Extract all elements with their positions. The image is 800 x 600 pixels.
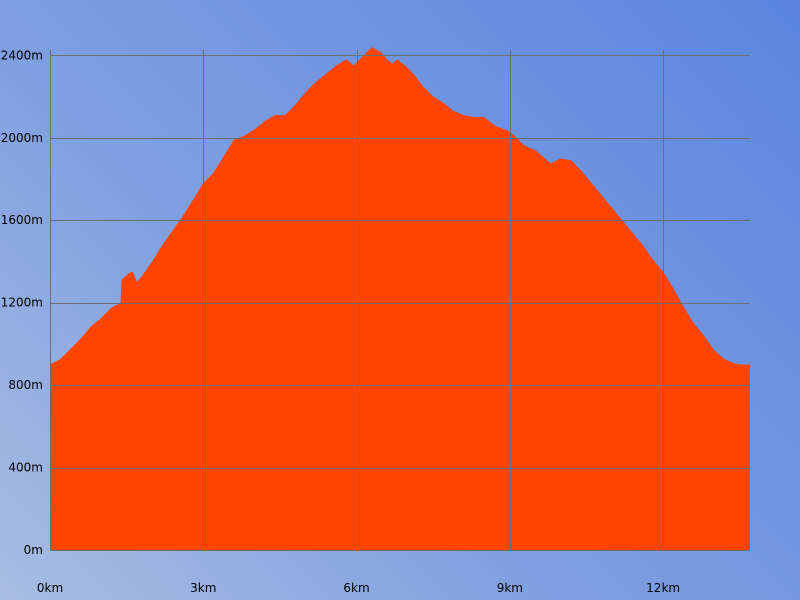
y-tick-label: 1200m: [1, 296, 43, 310]
x-tick-label: 3km: [190, 581, 216, 595]
grid-layer: [50, 50, 750, 551]
x-axis-labels: 0km 3km 6km 9km 12km: [37, 581, 680, 595]
y-tick-label: 0m: [24, 543, 43, 557]
x-tick-label: 9km: [497, 581, 523, 595]
y-tick-label: 1600m: [1, 213, 43, 227]
y-tick-label: 800m: [8, 378, 43, 392]
x-tick-label: 6km: [343, 581, 369, 595]
y-tick-label: 2000m: [1, 131, 43, 145]
y-tick-label: 2400m: [1, 48, 43, 62]
series-layer: [50, 47, 750, 550]
y-tick-label: 400m: [8, 461, 43, 475]
x-tick-label: 0km: [37, 581, 63, 595]
y-axis-labels: 0m 400m 800m 1200m 1600m 2000m 2400m: [1, 48, 43, 557]
elevation-area-series-0: [50, 47, 750, 550]
x-tick-label: 12km: [646, 581, 680, 595]
